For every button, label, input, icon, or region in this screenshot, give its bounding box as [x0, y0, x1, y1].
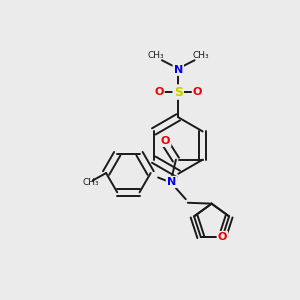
Text: O: O [218, 232, 227, 242]
Text: CH₃: CH₃ [148, 51, 164, 60]
Text: CH₃: CH₃ [192, 51, 209, 60]
Text: S: S [174, 85, 183, 98]
Text: O: O [193, 87, 202, 97]
Text: N: N [174, 65, 183, 75]
Text: O: O [154, 87, 164, 97]
Text: N: N [167, 177, 176, 187]
Text: CH₃: CH₃ [83, 178, 100, 187]
Text: O: O [161, 136, 170, 146]
